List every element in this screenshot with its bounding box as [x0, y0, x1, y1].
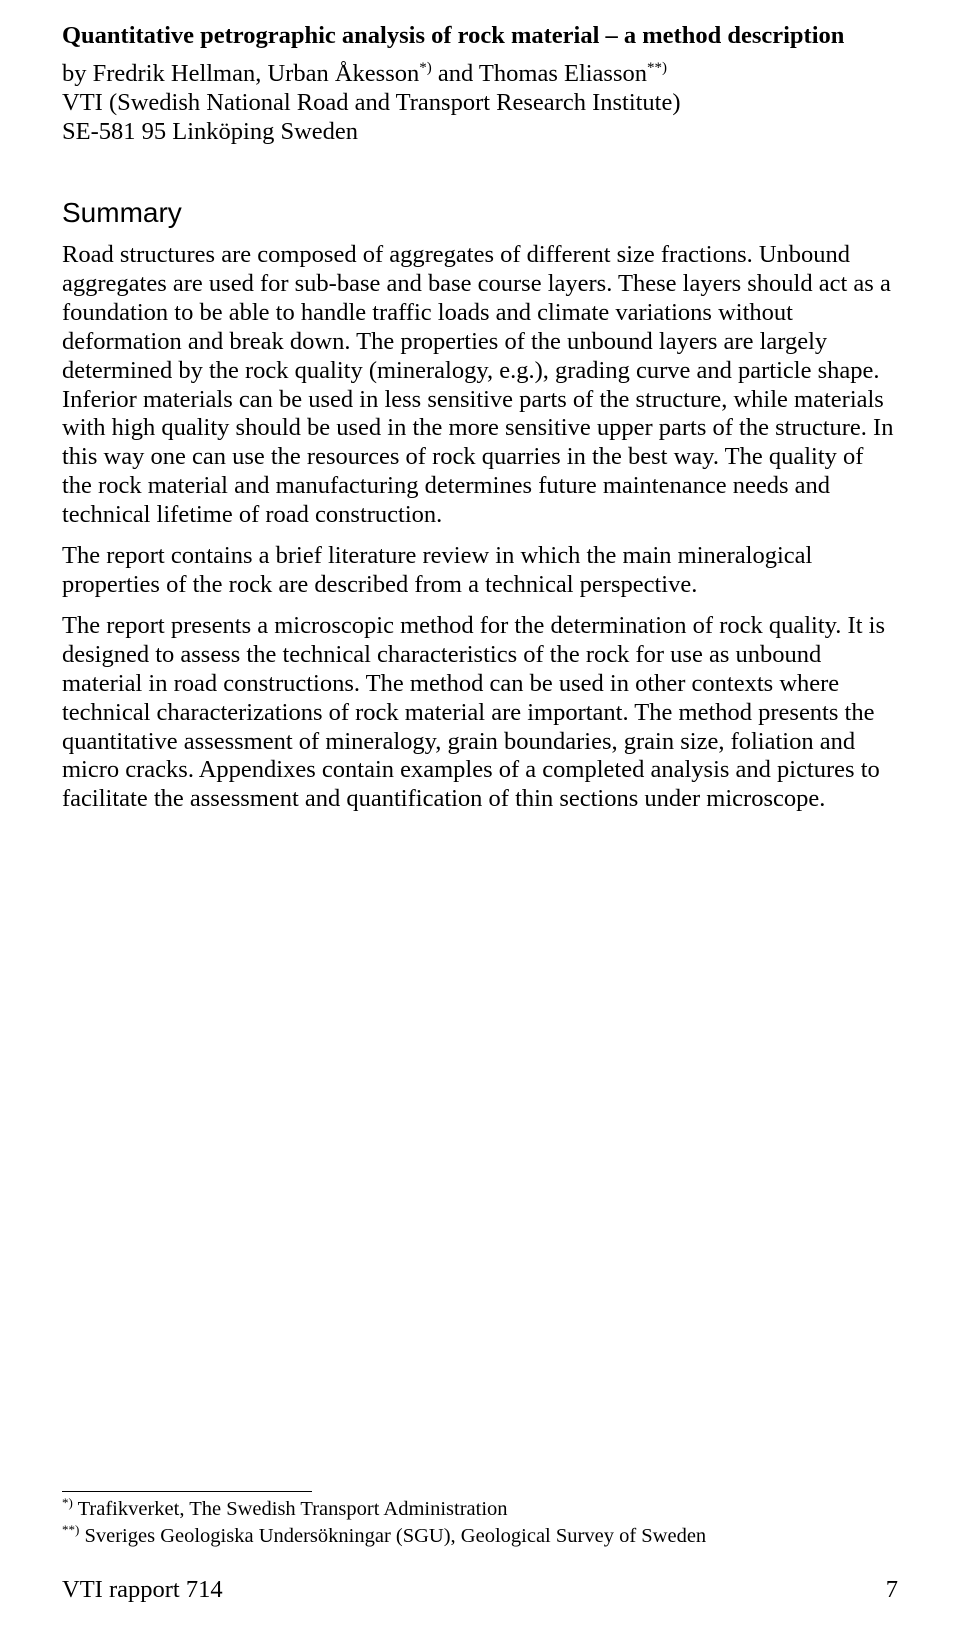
paragraph-3: The report presents a microscopic method… — [62, 612, 898, 814]
footnote-1: *) Trafikverket, The Swedish Transport A… — [62, 1495, 706, 1521]
footer-page-number: 7 — [886, 1576, 898, 1604]
paragraph-2: The report contains a brief literature r… — [62, 542, 898, 600]
footnotes-block: *) Trafikverket, The Swedish Transport A… — [62, 1495, 706, 1548]
authors-block: by Fredrik Hellman, Urban Åkesson*) and … — [62, 60, 898, 147]
page-footer: VTI rapport 714 7 — [62, 1576, 898, 1604]
footnote-ref-1: *) — [419, 60, 432, 76]
footnote-ref-2: **) — [647, 60, 667, 76]
footnote-marker-2: **) — [62, 1522, 79, 1537]
authors-text-2: and Thomas Eliasson — [432, 60, 647, 87]
summary-heading: Summary — [62, 197, 898, 229]
footnote-separator — [62, 1491, 312, 1492]
page-content: Quantitative petrographic analysis of ro… — [0, 0, 960, 814]
footnote-2: **) Sveriges Geologiska Undersökningar (… — [62, 1522, 706, 1548]
document-title: Quantitative petrographic analysis of ro… — [62, 22, 898, 50]
authors-text-1: by Fredrik Hellman, Urban Åkesson — [62, 60, 419, 87]
footer-report-id: VTI rapport 714 — [62, 1576, 223, 1604]
affiliation-line: VTI (Swedish National Road and Transport… — [62, 89, 681, 116]
footnote-marker-1: *) — [62, 1495, 73, 1510]
footnote-text-1: Trafikverket, The Swedish Transport Admi… — [73, 1498, 508, 1520]
footnote-text-2: Sveriges Geologiska Undersökningar (SGU)… — [79, 1524, 706, 1546]
address-line: SE-581 95 Linköping Sweden — [62, 118, 358, 145]
paragraph-1: Road structures are composed of aggregat… — [62, 241, 898, 530]
